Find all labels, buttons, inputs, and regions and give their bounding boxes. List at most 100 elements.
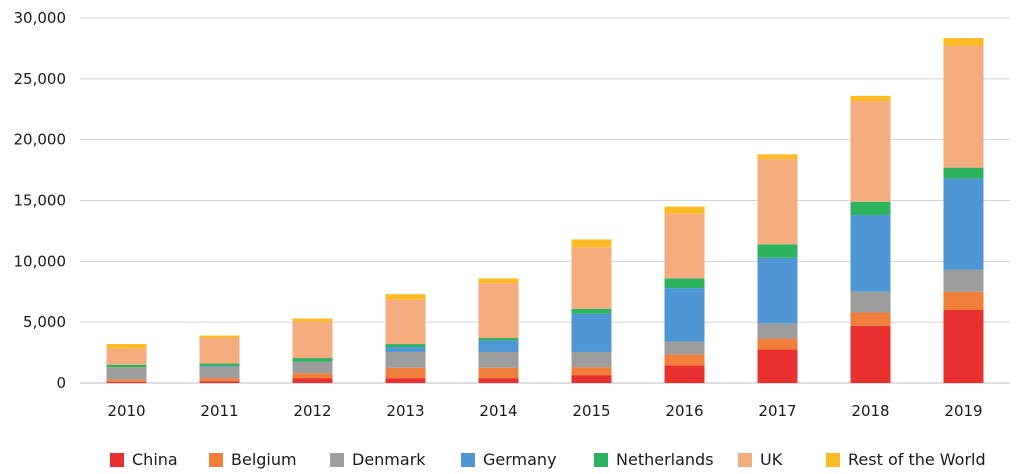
bar-segment-germany-2017: [757, 257, 798, 324]
bar-segment-denmark-2014: [478, 351, 519, 368]
x-tick-label-2013: 2013: [386, 402, 424, 420]
bar-segment-belgium-2018: [850, 312, 891, 326]
bar-segment-netherlands-2014: [478, 337, 519, 341]
bar-segment-denmark-2016: [664, 341, 705, 355]
y-tick-label: 5,000: [23, 313, 66, 331]
bar-segment-belgium-2012: [292, 373, 333, 379]
legend-swatch-denmark: [330, 453, 344, 467]
bar-segment-germany-2015: [571, 313, 612, 352]
legend-label-belgium: Belgium: [231, 450, 297, 469]
bar-segment-uk-2012: [292, 321, 333, 359]
bar-segment-belgium-2015: [571, 367, 612, 376]
bar-segment-china-2018: [850, 325, 891, 383]
bar-segment-denmark-2010: [106, 367, 147, 380]
x-tick-label-2011: 2011: [200, 402, 238, 420]
bar-segment-netherlands-2012: [292, 358, 333, 362]
bar-segment-uk-2015: [571, 247, 612, 309]
bar-segment-denmark-2015: [571, 351, 612, 368]
legend-label-netherlands: Netherlands: [616, 450, 714, 469]
x-tick-label-2014: 2014: [479, 402, 517, 420]
legend-swatch-netherlands: [594, 453, 608, 467]
legend: China Belgium Denmark Germany Netherlands UK R…: [110, 450, 986, 469]
bar-segment-germany-2011: [199, 365, 240, 367]
legend-swatch-belgium: [209, 453, 223, 467]
bar-segment-uk-2010: [106, 348, 147, 365]
x-tick-label-2019: 2019: [944, 402, 982, 420]
bar-segment-china-2016: [664, 365, 705, 383]
bar-segment-belgium-2011: [199, 378, 240, 382]
bar-segment-china-2015: [571, 375, 612, 383]
legend-label-uk: UK: [760, 450, 783, 469]
bar-segment-china-2019: [943, 310, 984, 383]
bar-segment-rest-of-the-world-2018: [850, 95, 891, 102]
bar-segment-rest-of-the-world-2015: [571, 239, 612, 248]
bar-segment-denmark-2011: [199, 366, 240, 379]
bar-segment-denmark-2017: [757, 323, 798, 339]
legend-label-china: China: [132, 450, 178, 469]
bar-segment-belgium-2013: [385, 367, 426, 379]
bar-segment-denmark-2019: [943, 269, 984, 292]
x-tick-label-2012: 2012: [293, 402, 331, 420]
bar-segment-uk-2017: [757, 159, 798, 245]
bar-segment-uk-2018: [850, 101, 891, 202]
legend-swatch-germany: [461, 453, 475, 467]
bar-segment-belgium-2019: [943, 291, 984, 310]
bar-segment-denmark-2013: [385, 351, 426, 368]
bar-segment-belgium-2014: [478, 367, 519, 379]
bar-segment-netherlands-2013: [385, 344, 426, 348]
y-tick-label: 25,000: [14, 70, 67, 88]
bar-segment-denmark-2012: [292, 361, 333, 374]
bar-segment-rest-of-the-world-2013: [385, 294, 426, 300]
bar-segment-netherlands-2015: [571, 308, 612, 314]
legend-label-rest-of-the-world: Rest of the World: [848, 450, 986, 469]
bar-segment-belgium-2016: [664, 354, 705, 366]
bar-segment-china-2014: [478, 378, 519, 383]
y-axis-tick-labels: 0 5,000 10,000 15,000 20,000 25,000 30,000: [14, 9, 67, 392]
gridlines: [80, 17, 1010, 384]
legend-label-germany: Germany: [483, 450, 557, 469]
bar-segment-belgium-2017: [757, 338, 798, 350]
bar-segment-netherlands-2016: [664, 278, 705, 289]
bar-segment-netherlands-2018: [850, 201, 891, 216]
x-axis-tick-labels: 2010 2011 2012 2013 2014 2015 2016 2017 2018 2019: [107, 402, 982, 420]
y-tick-label: 0: [56, 374, 66, 392]
bar-segment-rest-of-the-world-2011: [199, 335, 240, 338]
bar-segment-netherlands-2017: [757, 244, 798, 258]
bar-segment-denmark-2018: [850, 291, 891, 313]
legend-label-denmark: Denmark: [352, 450, 426, 469]
legend-swatch-uk: [738, 453, 752, 467]
bar-segment-netherlands-2010: [106, 364, 147, 368]
bar-segment-china-2011: [199, 381, 240, 383]
bar-segment-germany-2019: [943, 178, 984, 270]
y-tick-label: 15,000: [14, 192, 67, 210]
x-tick-label-2017: 2017: [758, 402, 796, 420]
bar-segment-china-2012: [292, 378, 333, 383]
bar-segment-china-2010: [106, 381, 147, 383]
bar-segment-uk-2013: [385, 299, 426, 345]
y-tick-label: 30,000: [14, 9, 67, 27]
bar-segment-germany-2014: [478, 340, 519, 352]
bar-segment-germany-2016: [664, 288, 705, 342]
bar-segment-rest-of-the-world-2010: [106, 344, 147, 349]
bar-segment-uk-2014: [478, 283, 519, 338]
bar-segment-uk-2019: [943, 45, 984, 168]
bar-segment-rest-of-the-world-2014: [478, 278, 519, 284]
bar-segment-rest-of-the-world-2019: [943, 38, 984, 46]
y-tick-label: 10,000: [14, 252, 67, 270]
x-tick-label-2010: 2010: [107, 402, 145, 420]
bar-segment-uk-2016: [664, 213, 705, 279]
bar-segment-belgium-2010: [106, 379, 147, 382]
bar-segment-rest-of-the-world-2016: [664, 206, 705, 214]
x-tick-label-2016: 2016: [665, 402, 703, 420]
bars: [106, 38, 984, 383]
legend-swatch-rest-of-the-world: [826, 453, 840, 467]
bar-segment-china-2017: [757, 349, 798, 383]
bar-segment-germany-2013: [385, 347, 426, 352]
legend-swatch-china: [110, 453, 124, 467]
bar-segment-netherlands-2019: [943, 167, 984, 179]
bar-segment-china-2013: [385, 378, 426, 383]
bar-segment-uk-2011: [199, 337, 240, 364]
x-tick-label-2015: 2015: [572, 402, 610, 420]
bar-segment-germany-2018: [850, 215, 891, 292]
